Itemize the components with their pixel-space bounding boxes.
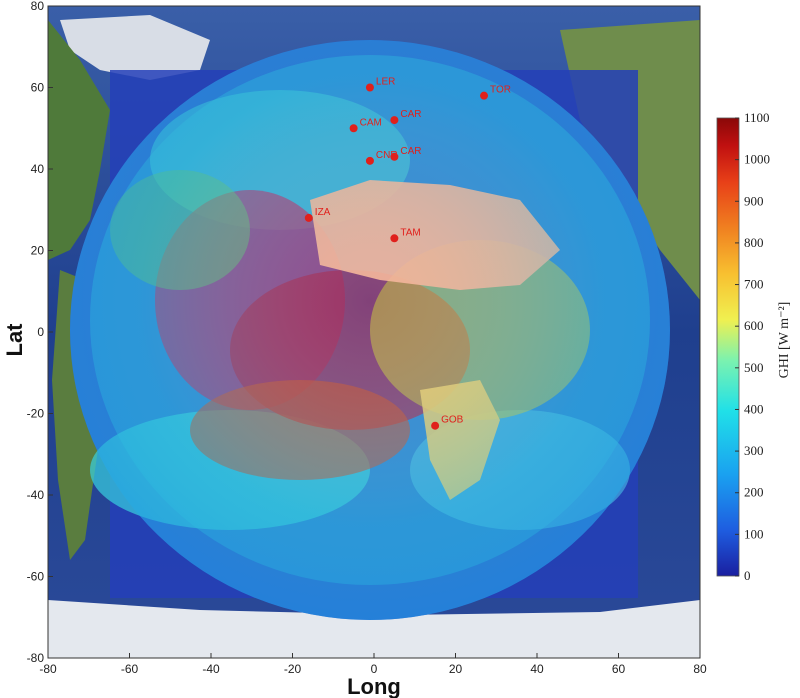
station-label: LER — [376, 77, 395, 88]
y-tick-label: 40 — [31, 162, 45, 176]
station-label: IZA — [315, 207, 331, 218]
antarctica-land — [48, 600, 700, 658]
x-tick-label: 80 — [693, 662, 707, 676]
x-tick-label: -40 — [202, 662, 220, 676]
station-marker-gob — [431, 421, 440, 430]
station-marker-car — [390, 116, 399, 125]
colorbar-tick-label: 300 — [744, 443, 764, 458]
colorbar-tick-label: 0 — [744, 568, 751, 583]
x-tick-label: 60 — [612, 662, 626, 676]
colorbar-tick-label: 200 — [744, 485, 764, 500]
x-tick-label: 20 — [449, 662, 463, 676]
y-tick-label: 60 — [31, 81, 45, 95]
colorbar-tick-label: 800 — [744, 235, 764, 250]
x-tick-label: -20 — [284, 662, 302, 676]
station-marker-tam — [390, 234, 399, 243]
colorbar-tick-label: 700 — [744, 277, 764, 292]
y-tick-label: -20 — [27, 407, 45, 421]
y-tick-label: -60 — [27, 570, 45, 584]
x-tick-label: -80 — [39, 662, 57, 676]
station-marker-car — [390, 152, 399, 161]
station-label: CAR — [400, 109, 421, 120]
y-tick-label: -80 — [27, 651, 45, 665]
station-marker-cnr — [365, 156, 374, 165]
y-tick-label: 20 — [31, 244, 45, 258]
station-marker-tor — [480, 91, 489, 100]
station-label: CNR — [376, 150, 398, 161]
x-tick-label: 0 — [371, 662, 378, 676]
greenland-land — [60, 15, 210, 80]
colorbar-tick-label: 600 — [744, 318, 764, 333]
x-axis-title: Long — [347, 674, 401, 698]
station-label: CAM — [360, 117, 382, 128]
colorbar-tick-label: 500 — [744, 360, 764, 375]
station-marker-cam — [349, 124, 358, 133]
colorbar-tick-label: 400 — [744, 401, 764, 416]
y-tick-label: -40 — [27, 488, 45, 502]
station-label: CAR — [400, 146, 421, 157]
y-axis-title: Lat — [2, 323, 27, 357]
station-label: GOB — [441, 415, 464, 426]
station-marker-iza — [304, 213, 313, 222]
station-label: TOR — [490, 85, 511, 96]
station-label: TAM — [400, 227, 420, 238]
y-axis-ticks: 80 60 40 20 0 -20 -40 -60 -80 — [27, 0, 53, 665]
colorbar-tick-label: 900 — [744, 193, 764, 208]
colorbar-tick-label: 1100 — [744, 110, 770, 125]
x-tick-label: -60 — [121, 662, 139, 676]
colorbar-tick-label: 100 — [744, 526, 764, 541]
colorbar-tick-label: 1000 — [744, 152, 770, 167]
y-tick-label: 80 — [31, 0, 45, 13]
colorbar-title: GHI [W m⁻²] — [777, 302, 792, 379]
north-america-land — [48, 20, 110, 260]
station-marker-ler — [365, 83, 374, 92]
x-axis-ticks: -80 -60 -40 -20 0 20 40 60 80 — [39, 653, 707, 676]
map-plot-area — [48, 6, 700, 658]
colorbar-gradient — [716, 117, 740, 577]
ghi-disk — [70, 40, 670, 620]
y-tick-label: 0 — [37, 325, 44, 339]
x-tick-label: 40 — [530, 662, 544, 676]
